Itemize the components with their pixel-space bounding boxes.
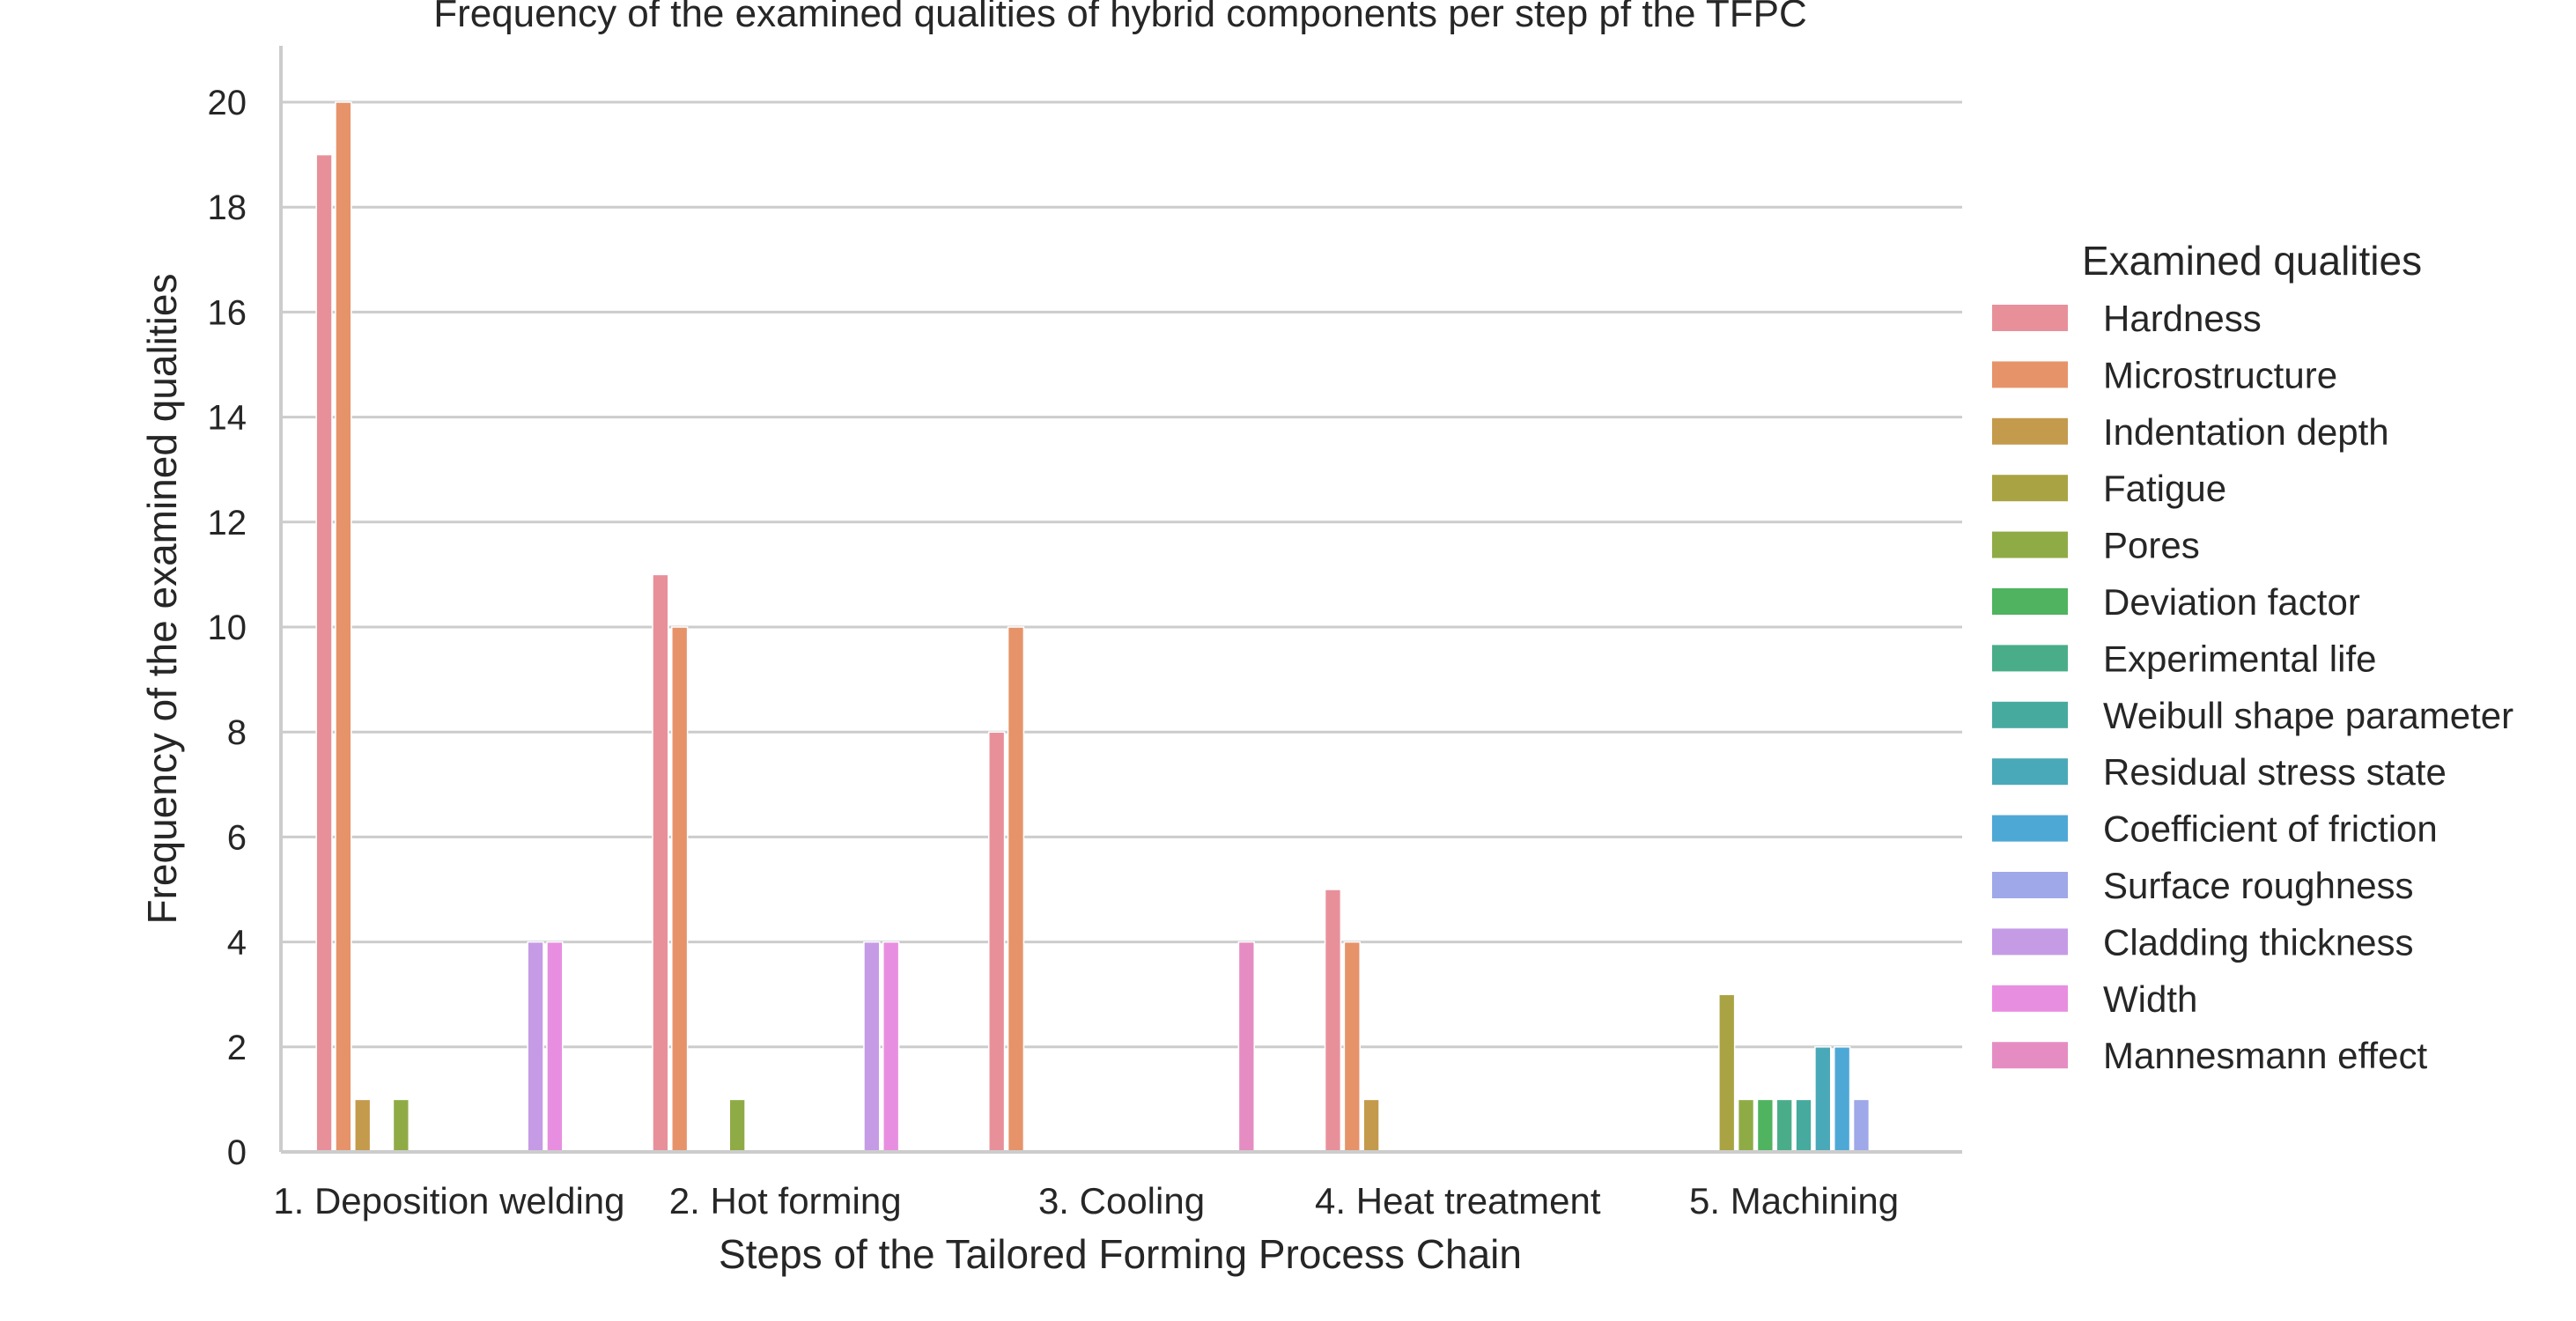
bar-microstructure [671,626,689,1153]
legend-label: Fatigue [2103,468,2226,509]
bar-hardness [1324,889,1342,1153]
y-ticks: 0 2 4 6 8 10 12 14 16 18 20 [208,84,247,1172]
legend-label: Residual stress state [2103,751,2447,793]
bar-microstructure [335,101,352,1153]
legend-label: Coefficient of friction [2103,808,2438,850]
bar-microstructure [1007,626,1025,1153]
y-tick-label: 16 [208,293,247,332]
bar-width [882,941,900,1153]
bar-pores [392,1098,410,1153]
bar-weibull-shape-parameter [1795,1098,1812,1153]
legend-label: Indentation depth [2103,411,2389,453]
bar-deviation-factor [1756,1098,1775,1153]
bar-pores [1737,1098,1755,1153]
y-tick-label: 6 [227,818,247,857]
bar-indentation-depth [1362,1098,1380,1153]
legend-swatch [1992,985,2068,1012]
bar-width [546,941,564,1153]
legend-swatch [1992,758,2068,786]
legend-swatch [1992,815,2068,842]
bar-hardness [315,153,333,1153]
x-tick-label: 4. Heat treatment [1315,1180,1601,1221]
y-tick-label: 18 [208,188,247,227]
x-tick-label: 5. Machining [1689,1180,1899,1221]
bar-pores [728,1098,746,1153]
bar-residual-stress-state [1814,1046,1832,1153]
x-ticks: 1. Deposition welding 2. Hot forming 3. Co… [273,1180,1899,1221]
bar-surface-roughness [1852,1098,1871,1153]
legend-label: Hardness [2103,298,2262,339]
legend-swatch [1992,701,2068,728]
gridlines [281,100,1962,1049]
y-tick-label: 0 [227,1133,247,1172]
legend-label: Weibull shape parameter [2103,695,2513,736]
y-tick-label: 12 [208,504,247,542]
y-axis-label: Frequency of the examined qualities [139,274,185,925]
legend-label: Experimental life [2103,638,2376,679]
bar-experimental-life [1775,1098,1793,1153]
legend-swatch [1992,361,2068,388]
y-tick-label: 20 [208,84,247,122]
bar-hardness [652,573,669,1153]
legend-swatch [1992,1042,2068,1069]
legend-swatch [1992,475,2068,502]
legend-label: Microstructure [2103,354,2337,395]
legend-swatch [1992,872,2068,898]
bar-cladding-thickness [527,941,544,1153]
legend-swatch [1992,417,2068,445]
bar-fatigue [1718,993,1736,1153]
x-tick-label: 2. Hot forming [669,1180,902,1221]
bar-mannesmann-effect [1237,941,1255,1153]
legend-title: Examined qualities [2082,238,2422,284]
legend-swatch [1992,588,2068,615]
legend-label: Pores [2103,525,2200,566]
legend-swatch [1992,645,2068,672]
bar-indentation-depth [354,1098,372,1153]
bar-cladding-thickness [863,941,881,1153]
plot-bars [315,101,1871,1153]
legend-label: Mannesmann effect [2103,1035,2427,1076]
y-tick-label: 14 [208,399,247,438]
legend-label: Cladding thickness [2103,921,2414,963]
y-tick-label: 4 [227,924,247,963]
legend-label: Width [2103,978,2197,1020]
legend-swatch [1992,928,2068,956]
y-tick-label: 10 [208,609,247,647]
bar-hardness [988,731,1006,1153]
legend: Examined qualities Hardness Microstructur… [1992,238,2513,1076]
legend-swatch [1992,531,2068,558]
x-axis-label: Steps of the Tailored Forming Process Ch… [719,1231,1522,1277]
bar-coefficient-of-friction [1833,1046,1851,1153]
legend-label: Surface roughness [2103,865,2414,906]
legend-label: Deviation factor [2103,581,2360,623]
x-tick-label: 1. Deposition welding [273,1180,624,1221]
chart-title: Frequency of the examined qualities of h… [433,0,1807,35]
x-tick-label: 3. Cooling [1038,1180,1205,1221]
y-tick-label: 2 [227,1029,247,1067]
legend-swatch [1992,305,2068,331]
bar-microstructure [1343,941,1361,1153]
y-tick-label: 8 [227,713,247,752]
